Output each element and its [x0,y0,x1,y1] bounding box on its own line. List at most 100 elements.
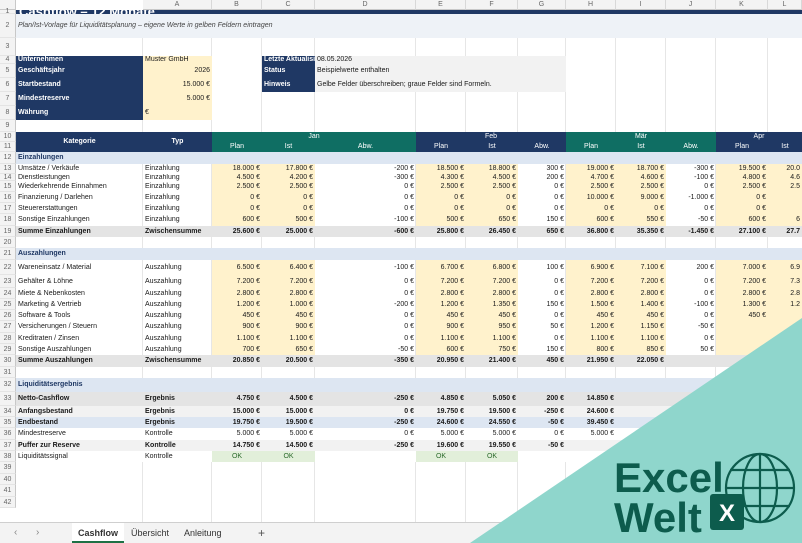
column-header[interactable]: H [566,0,616,10]
row-header[interactable]: 13 [0,164,16,174]
row-header[interactable]: 40 [0,474,16,485]
value-input[interactable]: 600 € [212,214,262,226]
value-input[interactable]: 450 € [716,310,768,321]
row-header[interactable]: 2 [0,14,16,38]
value-input[interactable]: 850 € [616,344,666,355]
value-input[interactable] [768,344,802,355]
row-header[interactable]: 10 [0,132,16,142]
tab-cashflow[interactable]: Cashflow [72,523,125,543]
row-header[interactable]: 29 [0,344,16,355]
value-input[interactable]: 7.200 € [466,275,518,288]
info-value-input[interactable]: 5.000 € [143,92,212,106]
value-input[interactable] [716,344,768,355]
column-header[interactable]: J [666,0,716,10]
value-input[interactable]: 600 € [716,214,768,226]
value-input[interactable]: 1.200 € [566,321,616,333]
row-header[interactable]: 16 [0,192,16,203]
value-input[interactable]: 18.000 € [212,164,262,174]
value-input[interactable]: 6 [768,214,802,226]
value-input[interactable]: 1.100 € [262,333,315,344]
value-input[interactable]: 1.000 € [262,299,315,310]
column-header[interactable]: I [616,0,666,10]
value-input[interactable]: 1.400 € [616,299,666,310]
value-input[interactable]: 7.200 € [616,275,666,288]
row-header[interactable]: 42 [0,497,16,508]
column-header[interactable]: K [716,0,768,10]
value-input[interactable]: 2.800 € [566,288,616,299]
value-input[interactable]: 900 € [262,321,315,333]
value-input[interactable]: 4.800 € [716,174,768,181]
spreadsheet-grid[interactable]: ABCDEFGHIJKLM123456789101112131415161718… [0,0,802,522]
value-input[interactable]: 1.100 € [212,333,262,344]
add-sheet-button[interactable]: + [258,526,266,540]
value-input[interactable]: 7.3 [768,275,802,288]
row-header[interactable]: 24 [0,288,16,299]
value-input[interactable]: 4.500 € [466,174,518,181]
value-input[interactable]: 0 € [212,192,262,203]
row-header[interactable]: 3 [0,38,16,56]
value-input[interactable]: 0 € [416,192,466,203]
row-header[interactable]: 12 [0,152,16,164]
value-input[interactable]: 1.100 € [566,333,616,344]
value-input[interactable]: 6.800 € [466,260,518,275]
value-input[interactable]: 1.100 € [466,333,518,344]
value-input[interactable]: 4.500 € [212,174,262,181]
column-header[interactable]: L [768,0,802,10]
row-header[interactable]: 26 [0,310,16,321]
value-input[interactable]: 19.500 € [716,164,768,174]
row-header[interactable]: 15 [0,181,16,192]
value-input[interactable]: 4.600 € [616,174,666,181]
row-header[interactable]: 27 [0,321,16,333]
row-header[interactable]: 37 [0,440,16,451]
row-header[interactable]: 19 [0,226,16,237]
value-input[interactable] [768,203,802,214]
row-header[interactable]: 35 [0,417,16,428]
info-value-input[interactable]: Muster GmbH [143,56,212,64]
value-input[interactable]: 750 € [466,344,518,355]
info-value-input[interactable]: € [143,106,212,120]
row-header[interactable]: 7 [0,92,16,106]
value-input[interactable] [768,321,802,333]
value-input[interactable]: 4.700 € [566,174,616,181]
value-input[interactable]: 900 € [416,321,466,333]
row-header[interactable]: 28 [0,333,16,344]
select-all-corner[interactable] [0,0,16,10]
value-input[interactable]: 6.900 € [566,260,616,275]
value-input[interactable]: 10.000 € [566,192,616,203]
value-input[interactable] [768,192,802,203]
value-input[interactable]: 450 € [616,310,666,321]
value-input[interactable]: 450 € [212,310,262,321]
value-input[interactable]: 450 € [416,310,466,321]
value-input[interactable]: 500 € [262,214,315,226]
row-header[interactable]: 9 [0,120,16,132]
tab-next-arrow-icon[interactable]: › [36,527,40,538]
value-input[interactable]: 0 € [212,203,262,214]
value-input[interactable]: 2.800 € [416,288,466,299]
value-input[interactable]: 550 € [616,214,666,226]
row-header[interactable]: 34 [0,406,16,417]
value-input[interactable]: 7.200 € [212,275,262,288]
value-input[interactable]: 950 € [466,321,518,333]
value-input[interactable]: 18.700 € [616,164,666,174]
value-input[interactable]: 650 € [262,344,315,355]
value-input[interactable]: 6.400 € [262,260,315,275]
row-header[interactable]: 39 [0,462,16,474]
value-input[interactable]: 6.9 [768,260,802,275]
row-header[interactable]: 23 [0,275,16,288]
value-input[interactable]: 600 € [566,214,616,226]
value-input[interactable]: 2.500 € [616,181,666,192]
value-input[interactable]: 0 € [716,203,768,214]
row-header[interactable]: 21 [0,248,16,260]
value-input[interactable]: 2.500 € [416,181,466,192]
value-input[interactable]: 1.150 € [616,321,666,333]
value-input[interactable]: 600 € [416,344,466,355]
value-input[interactable] [768,333,802,344]
value-input[interactable]: 900 € [212,321,262,333]
column-header[interactable]: A [143,0,212,10]
value-input[interactable]: 2.500 € [262,181,315,192]
value-input[interactable]: 20.0 [768,164,802,174]
value-input[interactable]: 0 € [616,203,666,214]
value-input[interactable]: 4.200 € [262,174,315,181]
value-input[interactable]: 1.200 € [416,299,466,310]
row-header[interactable]: 20 [0,237,16,248]
